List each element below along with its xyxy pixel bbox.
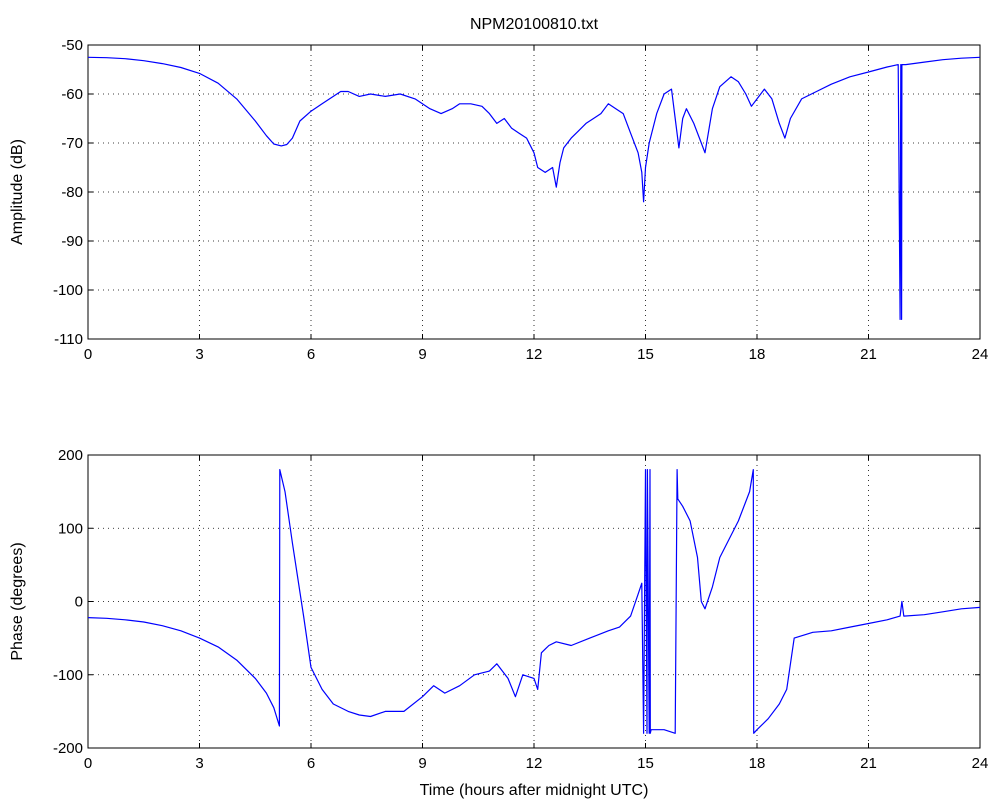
y-tick-label: -80 [61, 184, 83, 201]
y-tick-label: 100 [58, 520, 83, 537]
y-tick-label: -50 [61, 37, 83, 54]
y-tick-label: -60 [61, 86, 83, 103]
x-tick-label: 3 [195, 346, 203, 363]
x-tick-label: 24 [972, 346, 989, 363]
phase-plot: 0 3 6 9 12 15 18 21 24 200 100 0 -100 -200 Phase (degr… [9, 447, 988, 799]
y-tick-label: -90 [61, 233, 83, 250]
y-tick-label: 200 [58, 447, 83, 464]
x-tick-label: 3 [195, 755, 203, 772]
y-tick-label: 0 [75, 594, 83, 611]
x-tick-label: 12 [526, 346, 543, 363]
x-tick-label: 21 [860, 755, 877, 772]
amplitude-plot: 0 3 6 9 12 15 18 21 24 -50 -60 -70 -80 -90 -100 -110 Amp… [9, 37, 988, 363]
x-tick-label: 9 [418, 755, 426, 772]
x-tick-label: 9 [418, 346, 426, 363]
y-tick-label: -70 [61, 135, 83, 152]
x-tick-label: 12 [526, 755, 543, 772]
y-tick-label: -100 [53, 282, 83, 299]
series-line [87, 469, 981, 734]
y-tick-label: -200 [53, 740, 83, 757]
x-tick-label: 0 [84, 755, 92, 772]
figure-title: NPM20100810.txt [470, 16, 599, 33]
x-tick-label: 15 [637, 346, 654, 363]
y-axis-title: Phase (degrees) [9, 542, 26, 660]
y-tick-label: -100 [53, 667, 83, 684]
y-tick-label: -110 [54, 331, 83, 348]
x-tick-label: 6 [307, 755, 315, 772]
x-tick-label: 15 [637, 755, 654, 772]
y-axis-title: Amplitude (dB) [9, 139, 26, 245]
x-axis-title: Time (hours after midnight UTC) [420, 782, 649, 799]
x-tick-label: 18 [749, 755, 766, 772]
x-tick-label: 0 [84, 346, 92, 363]
x-tick-label: 18 [749, 346, 766, 363]
x-tick-label: 21 [860, 346, 877, 363]
x-tick-label: 6 [307, 346, 315, 363]
x-tick-label: 24 [972, 755, 989, 772]
series-line [87, 56, 981, 320]
